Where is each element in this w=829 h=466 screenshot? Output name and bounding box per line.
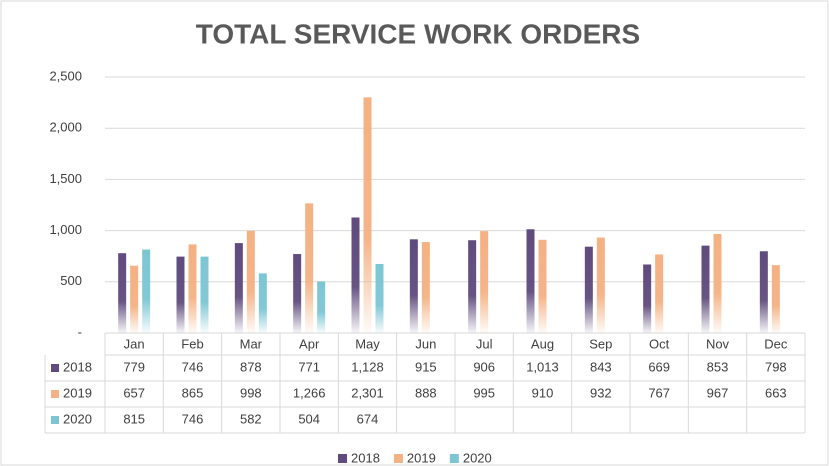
bar <box>409 239 418 333</box>
table-series-name: 2019 <box>63 385 92 400</box>
table-value: 2,301 <box>351 385 384 400</box>
bar <box>305 203 314 333</box>
bar <box>480 231 489 333</box>
table-value: 815 <box>123 411 145 426</box>
bar <box>363 97 372 334</box>
bar <box>701 245 710 333</box>
table-value: 746 <box>182 359 204 374</box>
table-value: 669 <box>648 359 670 374</box>
table-value: 915 <box>415 359 437 374</box>
bar <box>655 254 664 333</box>
x-tick-label: Feb <box>181 336 203 351</box>
bar <box>526 229 535 333</box>
x-tick-label: Mar <box>240 336 263 351</box>
table-legend-key <box>51 416 59 424</box>
table-value: 843 <box>590 359 612 374</box>
bar <box>234 243 243 333</box>
bar <box>759 251 768 333</box>
table-legend-key <box>51 364 59 372</box>
bar <box>643 264 652 333</box>
table-value: 798 <box>765 359 787 374</box>
bar <box>258 273 267 333</box>
x-tick-label: May <box>355 336 380 351</box>
bar <box>538 239 547 333</box>
bar <box>130 265 139 333</box>
table-value: 1,013 <box>526 359 559 374</box>
table-series-name: 2018 <box>63 359 92 374</box>
chart-title: TOTAL SERVICE WORK ORDERS <box>196 18 640 49</box>
table-value: 767 <box>648 385 670 400</box>
bar <box>118 253 127 333</box>
bar <box>317 281 326 333</box>
table-value: 878 <box>240 359 262 374</box>
bar <box>293 254 302 333</box>
y-tick-label: 1,000 <box>49 222 82 237</box>
y-tick-label: 2,500 <box>49 68 82 83</box>
bar <box>375 263 384 333</box>
bar <box>246 230 255 333</box>
table-value: 995 <box>473 385 495 400</box>
x-tick-label: Jul <box>476 336 493 351</box>
table-value: 504 <box>298 411 320 426</box>
legend-swatch <box>338 454 347 463</box>
x-tick-label: Oct <box>649 336 670 351</box>
bar <box>200 256 209 333</box>
bar <box>421 242 430 333</box>
table-value: 888 <box>415 385 437 400</box>
table-value: 746 <box>182 411 204 426</box>
legend-swatch <box>449 454 459 463</box>
bar <box>351 217 360 333</box>
y-tick-label: - <box>78 324 82 339</box>
bar <box>142 249 151 333</box>
bar <box>584 246 593 333</box>
table-value: 967 <box>707 385 729 400</box>
x-tick-label: Sep <box>589 336 612 351</box>
y-tick-label: 1,500 <box>49 171 82 186</box>
table-value: 910 <box>532 385 554 400</box>
bar <box>188 244 197 333</box>
table-value: 1,128 <box>351 359 384 374</box>
x-tick-label: Jun <box>415 336 436 351</box>
x-tick-label: Aug <box>531 336 554 351</box>
bar <box>468 240 477 333</box>
table-value: 998 <box>240 385 262 400</box>
x-tick-label: Apr <box>299 336 320 351</box>
table-legend-key <box>51 390 59 398</box>
table-value: 779 <box>123 359 145 374</box>
table-value: 657 <box>123 385 145 400</box>
bar <box>176 256 185 333</box>
legend-swatch <box>393 454 403 463</box>
legend-label: 2018 <box>351 450 380 465</box>
y-tick-label: 500 <box>60 273 82 288</box>
table-value: 771 <box>298 359 320 374</box>
table-value: 663 <box>765 385 787 400</box>
table-value: 932 <box>590 385 612 400</box>
x-tick-label: Dec <box>764 336 788 351</box>
table-series-name: 2020 <box>63 411 92 426</box>
x-tick-label: Jan <box>124 336 145 351</box>
table-value: 865 <box>182 385 204 400</box>
table-value: 853 <box>707 359 729 374</box>
x-tick-label: Nov <box>706 336 730 351</box>
table-value: 674 <box>357 411 379 426</box>
legend-label: 2019 <box>407 450 436 465</box>
y-tick-label: 2,000 <box>49 120 82 135</box>
table-value: 582 <box>240 411 262 426</box>
bar <box>713 233 722 333</box>
bar <box>771 265 780 333</box>
legend-label: 2020 <box>463 450 492 465</box>
table-value: 1,266 <box>293 385 326 400</box>
bar <box>596 237 605 333</box>
table-value: 906 <box>473 359 495 374</box>
